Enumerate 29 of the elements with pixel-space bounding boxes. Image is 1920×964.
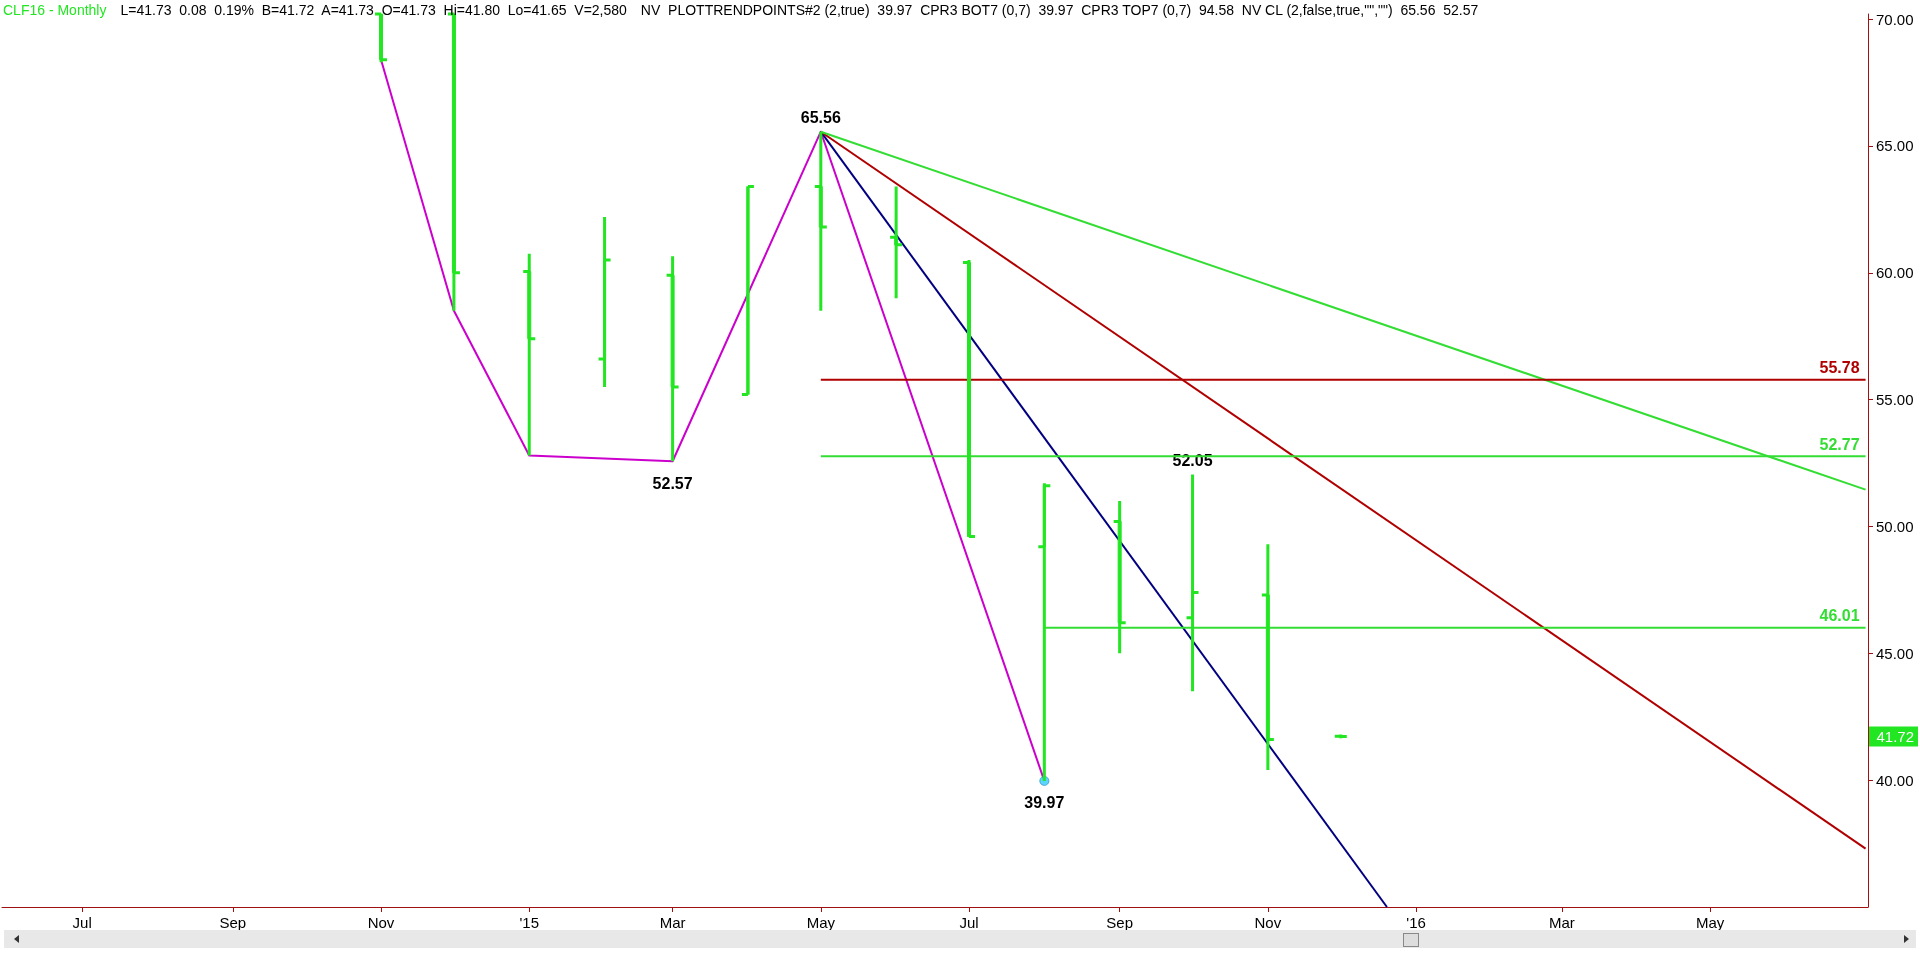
x-tick-label: Jul: [959, 914, 979, 931]
x-tick-label: Jul: [72, 914, 92, 931]
x-tick-label: '15: [519, 914, 540, 931]
y-tick-label: 70.00: [1876, 10, 1914, 28]
x-tick-label: Sep: [1106, 914, 1134, 931]
annotation: 39.97: [1024, 794, 1065, 812]
x-tick-label: Nov: [1254, 914, 1282, 931]
y-tick-label: 45.00: [1876, 644, 1914, 662]
text: 41.72: [1876, 728, 1914, 746]
data-label: 55.78: [1819, 359, 1860, 377]
x-tick-label: May: [1695, 914, 1725, 931]
annotation: NV PLOTTRENDPOINTS#2 (2,true) 39.97 CPR3 BOT7 (0,7) 39.97 CPR3 TOP7 (0,7) 94.58 NV CL (2,false,true,"","") 65.56 52.57: [640, 2, 1479, 18]
y-tick-label: 55.00: [1876, 391, 1914, 409]
annotation: 65.56: [800, 109, 841, 127]
y-tick-label: 50.00: [1876, 517, 1914, 535]
y-tick-label: 60.00: [1876, 264, 1914, 282]
data-label: 46.01: [1819, 607, 1860, 625]
x-tick-label: Mar: [659, 914, 686, 931]
x-tick-label: Sep: [219, 914, 247, 931]
chart-title: CLF16 - Monthly: [3, 2, 107, 18]
x-tick-label: Nov: [367, 914, 395, 931]
x-tick-label: Mar: [1548, 914, 1575, 931]
data-label: 52.77: [1819, 435, 1860, 453]
chart-subtitle: L=41.73 0.08 0.19% B=41.72 A=41.73 O=41.73 Hi=41.80 Lo=41.65 V=2,580: [120, 2, 627, 18]
y-tick-label: 40.00: [1876, 771, 1914, 789]
annotation: 52.57: [652, 474, 693, 492]
x-tick-label: May: [806, 914, 836, 931]
x-tick-label: '16: [1406, 914, 1426, 931]
y-tick-label: 65.00: [1876, 137, 1914, 155]
